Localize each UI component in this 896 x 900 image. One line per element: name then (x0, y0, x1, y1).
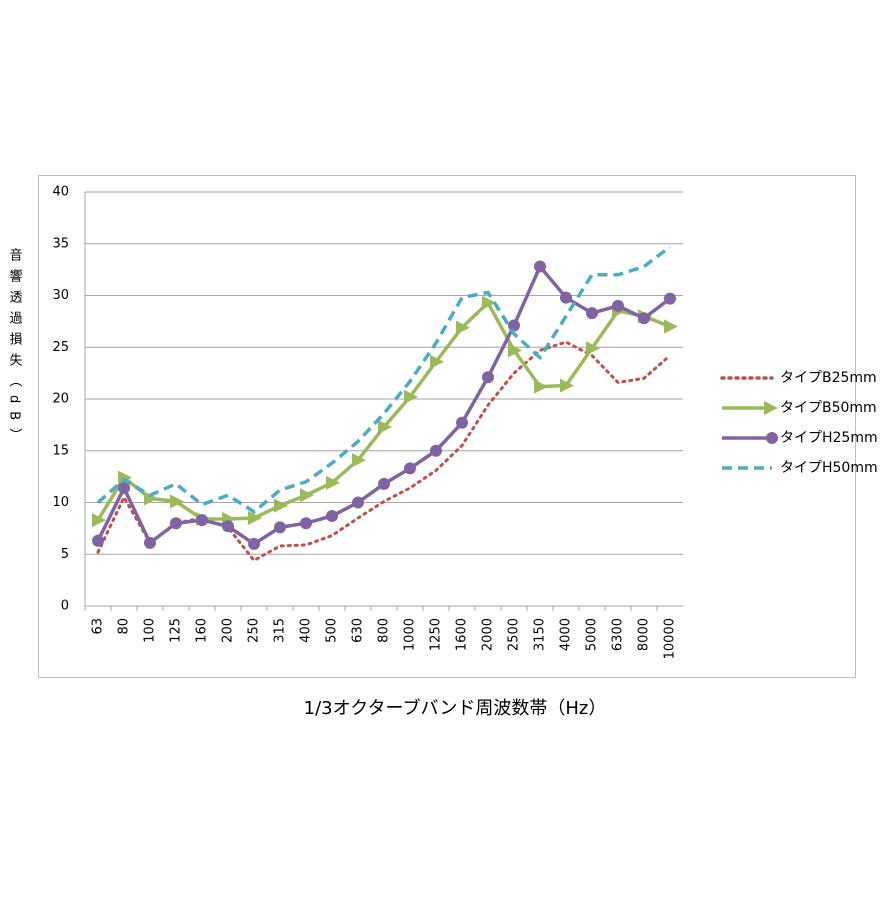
legend-label: タイプB50mm (780, 400, 877, 416)
y-tick-label: 25 (52, 340, 69, 355)
point (118, 482, 130, 495)
x-tick-label: 500 (325, 618, 340, 643)
point (326, 509, 338, 522)
point (378, 477, 390, 490)
point (92, 534, 104, 547)
point (430, 354, 444, 369)
point (404, 462, 416, 475)
series-line (96, 245, 672, 514)
point (352, 453, 366, 468)
y-tick-label: 15 (52, 443, 69, 458)
point (534, 379, 548, 394)
point (196, 514, 208, 527)
point (274, 498, 288, 513)
point (300, 488, 314, 503)
y-tick-label: 40 (52, 185, 69, 200)
x-tick-label: 250 (247, 618, 262, 643)
x-tick-label: 315 (273, 618, 288, 643)
point (300, 517, 312, 530)
y-axis-title: 音響透過損失（dB） (7, 247, 23, 449)
legend-label: タイプH50mm (780, 460, 878, 476)
y-tick-label: 10 (52, 495, 69, 510)
legend-label: タイプB25mm (780, 370, 877, 386)
point (404, 389, 418, 404)
y-tick-label: 20 (52, 392, 69, 407)
series-line (96, 340, 672, 563)
point (326, 475, 340, 490)
x-tick-label: 125 (169, 618, 184, 643)
x-tick-label: 2000 (481, 618, 496, 651)
point (118, 470, 132, 485)
point (170, 517, 182, 530)
point (222, 520, 234, 533)
x-tick-label: 4000 (559, 618, 574, 651)
point (586, 307, 598, 320)
point (456, 416, 468, 429)
y-tick-label: 30 (52, 288, 69, 303)
point (170, 494, 184, 509)
x-tick-label: 63 (91, 618, 106, 635)
point (560, 378, 574, 393)
point (664, 319, 678, 334)
x-tick-label: 800 (377, 618, 392, 643)
x-tick-label: 1250 (429, 618, 444, 651)
x-tick-label: 1600 (455, 618, 470, 651)
x-tick-label: 160 (195, 618, 210, 643)
point (534, 260, 546, 273)
point (274, 521, 286, 534)
point (482, 371, 494, 384)
x-tick-label: 630 (351, 618, 366, 643)
point (378, 419, 392, 434)
chart-frame (38, 175, 856, 678)
point (430, 444, 442, 457)
x-tick-label: 8000 (637, 618, 652, 651)
point (352, 496, 364, 509)
x-tick-label: 5000 (585, 618, 600, 651)
point (638, 312, 650, 325)
x-tick-label: 200 (221, 618, 236, 643)
point (508, 319, 520, 332)
x-axis-title: 1/3オクターブバンド周波数帯（Hz） (304, 697, 607, 719)
x-tick-label: 80 (117, 618, 132, 635)
x-tick-label: 1000 (403, 618, 418, 651)
point (586, 341, 600, 356)
point (612, 299, 624, 312)
point (248, 537, 260, 550)
y-tick-label: 0 (61, 599, 69, 614)
legend-marker (766, 432, 778, 444)
point (508, 343, 522, 358)
x-tick-label: 400 (299, 618, 314, 643)
y-tick-label: 35 (52, 236, 69, 251)
legend-label: タイプH25mm (780, 430, 878, 446)
point (664, 292, 676, 305)
point (482, 295, 496, 310)
point (248, 511, 262, 526)
point (144, 491, 158, 506)
x-tick-label: 6300 (611, 618, 626, 651)
x-tick-label: 2500 (507, 618, 522, 651)
y-tick-label: 5 (61, 547, 69, 562)
x-tick-label: 100 (143, 618, 158, 643)
x-tick-label: 3150 (533, 618, 548, 651)
point (560, 291, 572, 304)
point (144, 536, 156, 549)
point (92, 513, 106, 528)
legend-marker (764, 401, 778, 415)
x-tick-label: 10000 (663, 618, 678, 659)
point (456, 320, 470, 335)
